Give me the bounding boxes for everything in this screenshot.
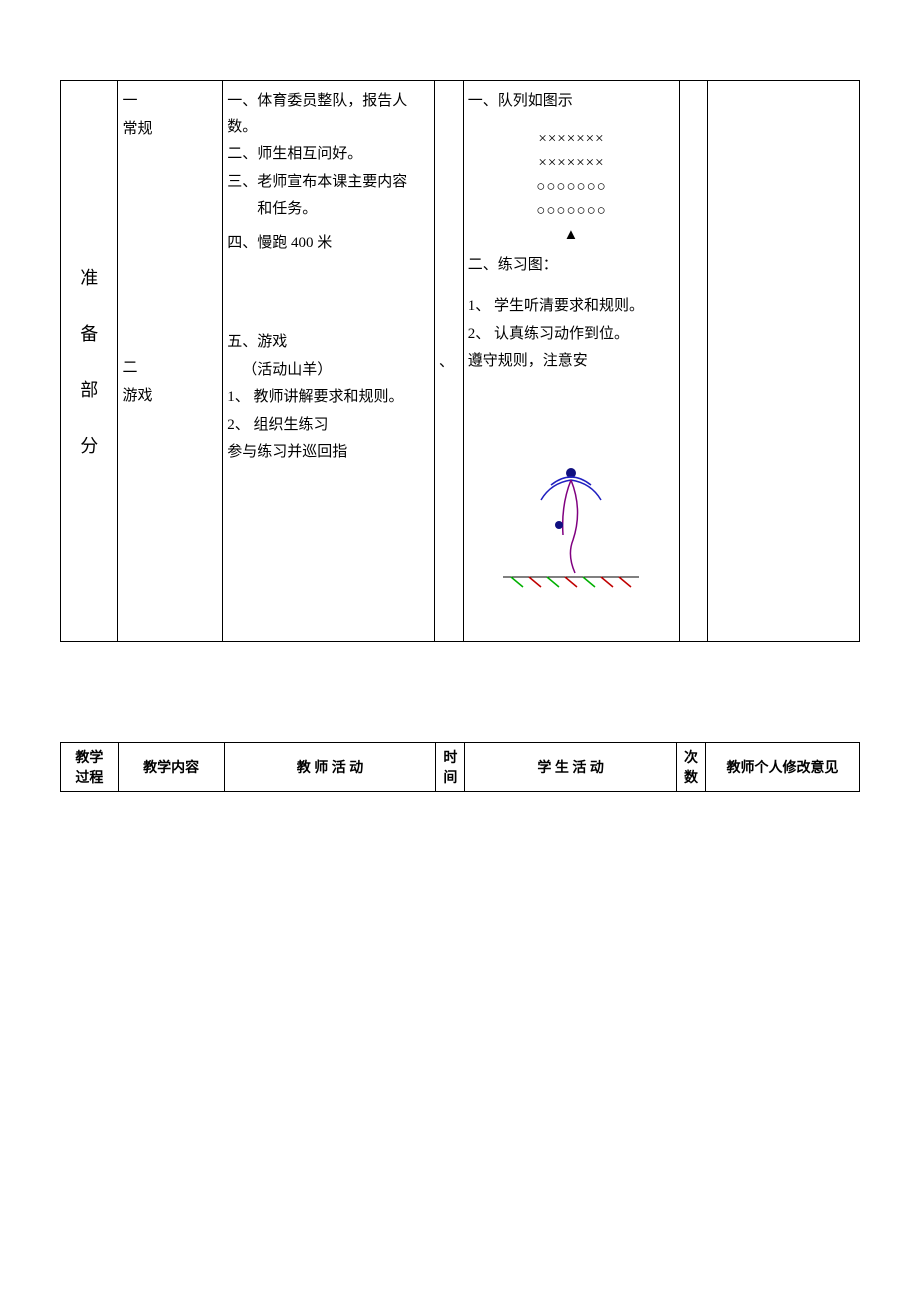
stage-char-1: 准 xyxy=(65,264,113,290)
hdr-notes: 教师个人修改意见 xyxy=(705,742,859,791)
content-item-1-num: 一 xyxy=(122,89,218,115)
teacher-line: 参与练习并巡回指 xyxy=(227,440,430,466)
count-cell xyxy=(680,81,708,642)
teacher-line: 和任务。 xyxy=(227,197,430,223)
student-line: 1、 学生听清要求和规则。 xyxy=(468,294,676,320)
teacher-line: 四、慢跑 400 米 xyxy=(227,231,430,257)
hdr-stage-l1: 教学 xyxy=(65,747,114,767)
student-heading2: 二、练习图： xyxy=(468,253,676,279)
teacher-cell: 一、体育委员整队，报告人数。 二、师生相互问好。 三、老师宣布本课主要内容 和任… xyxy=(223,81,435,642)
formation-row: ○○○○○○○ xyxy=(468,175,676,199)
hdr-time-l2: 间 xyxy=(440,767,460,787)
content-item-1-label: 常规 xyxy=(122,117,218,143)
content-item-2-label: 游戏 xyxy=(122,384,218,410)
hdr-teacher: 教 师 活 动 xyxy=(224,742,436,791)
formation-row: ××××××× xyxy=(468,127,676,151)
formation-diagram: ××××××× ××××××× ○○○○○○○ ○○○○○○○ ▲ xyxy=(468,127,676,247)
content-cell: 一 常规 二 游戏 xyxy=(118,81,223,642)
vault-figure-svg xyxy=(491,455,651,615)
student-line: 2、 认真练习动作到位。 xyxy=(468,322,676,348)
hdr-student: 学 生 活 动 xyxy=(465,742,677,791)
formation-row: ○○○○○○○ xyxy=(468,199,676,223)
time-cell: 、 xyxy=(434,81,463,642)
hdr-stage: 教学 过程 xyxy=(61,742,119,791)
stage-char-3: 部 xyxy=(65,376,113,402)
hdr-count: 次 数 xyxy=(677,742,706,791)
teacher-line: 五、游戏 xyxy=(227,330,430,356)
teacher-line: 2、 组织生练习 xyxy=(227,413,430,439)
notes-cell xyxy=(708,81,860,642)
student-line: 遵守规则，注意安 xyxy=(468,349,676,375)
teacher-line: 1、 教师讲解要求和规则。 xyxy=(227,385,430,411)
teacher-line: 二、师生相互问好。 xyxy=(227,142,430,168)
hdr-count-l2: 数 xyxy=(681,767,701,787)
hdr-content: 教学内容 xyxy=(118,742,224,791)
time-mark: 、 xyxy=(439,354,454,370)
hdr-stage-l2: 过程 xyxy=(65,767,114,787)
teacher-line: （活动山羊） xyxy=(227,358,430,384)
content-item-2-num: 二 xyxy=(122,356,218,382)
formation-row: ××××××× xyxy=(468,151,676,175)
teacher-line: 一、体育委员整队，报告人数。 xyxy=(227,89,430,140)
stage-char-2: 备 xyxy=(65,320,113,346)
student-cell: 一、队列如图示 ××××××× ××××××× ○○○○○○○ ○○○○○○○ … xyxy=(463,81,680,642)
teacher-line: 三、老师宣布本课主要内容 xyxy=(227,170,430,196)
lesson-table-header-row: 教学 过程 教学内容 教 师 活 动 时 间 学 生 活 动 次 数 教师个人修… xyxy=(60,742,860,792)
hdr-time-l1: 时 xyxy=(440,747,460,767)
formation-row: ▲ xyxy=(468,223,676,247)
hdr-time: 时 间 xyxy=(436,742,465,791)
hdr-count-l1: 次 xyxy=(681,747,701,767)
stage-cell: 准 备 部 分 xyxy=(61,81,118,642)
vault-figure xyxy=(491,455,651,615)
stage-char-4: 分 xyxy=(65,432,113,458)
lesson-table-part1: 准 备 部 分 一 常规 二 游戏 一、体育委员整队，报告人数。 二、师生相互问… xyxy=(60,80,860,642)
student-heading: 一、队列如图示 xyxy=(468,89,676,115)
